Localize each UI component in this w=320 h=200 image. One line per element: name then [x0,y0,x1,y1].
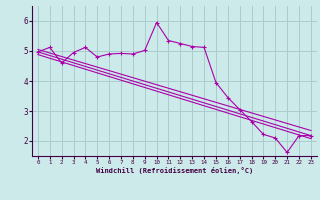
X-axis label: Windchill (Refroidissement éolien,°C): Windchill (Refroidissement éolien,°C) [96,167,253,174]
